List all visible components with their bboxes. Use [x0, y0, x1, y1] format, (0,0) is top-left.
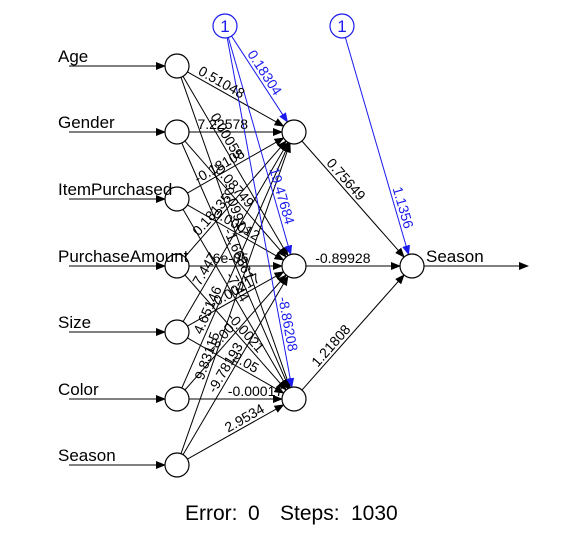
output-label: Season: [426, 247, 484, 266]
edge-h1-output: [301, 140, 405, 258]
edge-h2-output-weight: -0.89928: [315, 250, 370, 266]
edge-color-h3-weight: -0.00017: [228, 383, 283, 399]
edge-season-h3-weight: 2.9534: [222, 400, 267, 435]
input-node-season: [164, 452, 190, 478]
input-node-gender: [164, 119, 190, 145]
edge-bias-h3-weight: -8.86208: [275, 295, 301, 352]
edge-season-h2: [182, 275, 289, 455]
edge-gender-h1-weight: 7.22578: [197, 116, 248, 132]
input-season-label: Season: [58, 446, 116, 465]
edge-bias-output: [344, 37, 410, 256]
steps-value: 1030: [351, 502, 398, 525]
hidden-node-1: [281, 119, 307, 145]
edge-itempurchased-h1: [187, 137, 285, 194]
input-node-size: [164, 319, 190, 345]
hidden-node-3: [281, 386, 307, 412]
edge-bias-h3: [226, 37, 295, 389]
input-age-label: Age: [58, 47, 88, 66]
edge-purchaseamount-h2-weight: 6e-05: [213, 250, 249, 266]
input-node-color: [164, 386, 190, 412]
input-purchaseamount-label: PurchaseAmount: [58, 247, 189, 266]
output-node: [399, 253, 425, 279]
input-node-itempurchased: [164, 186, 190, 212]
bias-node-hidden: [212, 13, 238, 39]
edge-bias-h1: [231, 35, 288, 123]
edge-color-h2: [184, 274, 287, 391]
edge-size-h1-weight: 7.447: [189, 249, 221, 288]
edge-bias-output-weight: 1.1356: [390, 185, 417, 231]
bias-output-label: 1: [337, 17, 346, 36]
error-value: 0: [248, 502, 260, 525]
hidden-node-2: [281, 253, 307, 279]
edge-h3-output: [301, 274, 405, 391]
input-gender-label: Gender: [58, 113, 115, 132]
input-node-purchaseamount: [164, 253, 190, 279]
edge-season-h3: [187, 404, 285, 460]
edge-purchaseamount-h1: [184, 140, 287, 258]
edge-bias-h1-weight: 0.18304: [244, 47, 285, 98]
edge-age-h1: [187, 71, 285, 127]
edge-color-h1: [181, 142, 290, 389]
steps-label: Steps:: [280, 502, 340, 525]
error-label: Error:: [185, 502, 238, 525]
input-color-label: Color: [58, 380, 99, 399]
edge-age-h1-weight: 0.51048: [196, 63, 248, 102]
edge-size-h1: [182, 141, 289, 322]
bias-node-output: [329, 13, 355, 39]
input-size-label: Size: [58, 313, 91, 332]
edge-bias-h2: [227, 37, 293, 256]
input-itempurchased-label: ItemPurchased: [58, 180, 172, 199]
edge-h1-output-weight: 0.75649: [324, 155, 370, 204]
bias-hidden-label: 1: [220, 17, 229, 36]
edge-season-h1: [180, 142, 291, 454]
input-node-age: [164, 53, 190, 79]
edge-h3-output-weight: 1.21808: [308, 321, 354, 370]
